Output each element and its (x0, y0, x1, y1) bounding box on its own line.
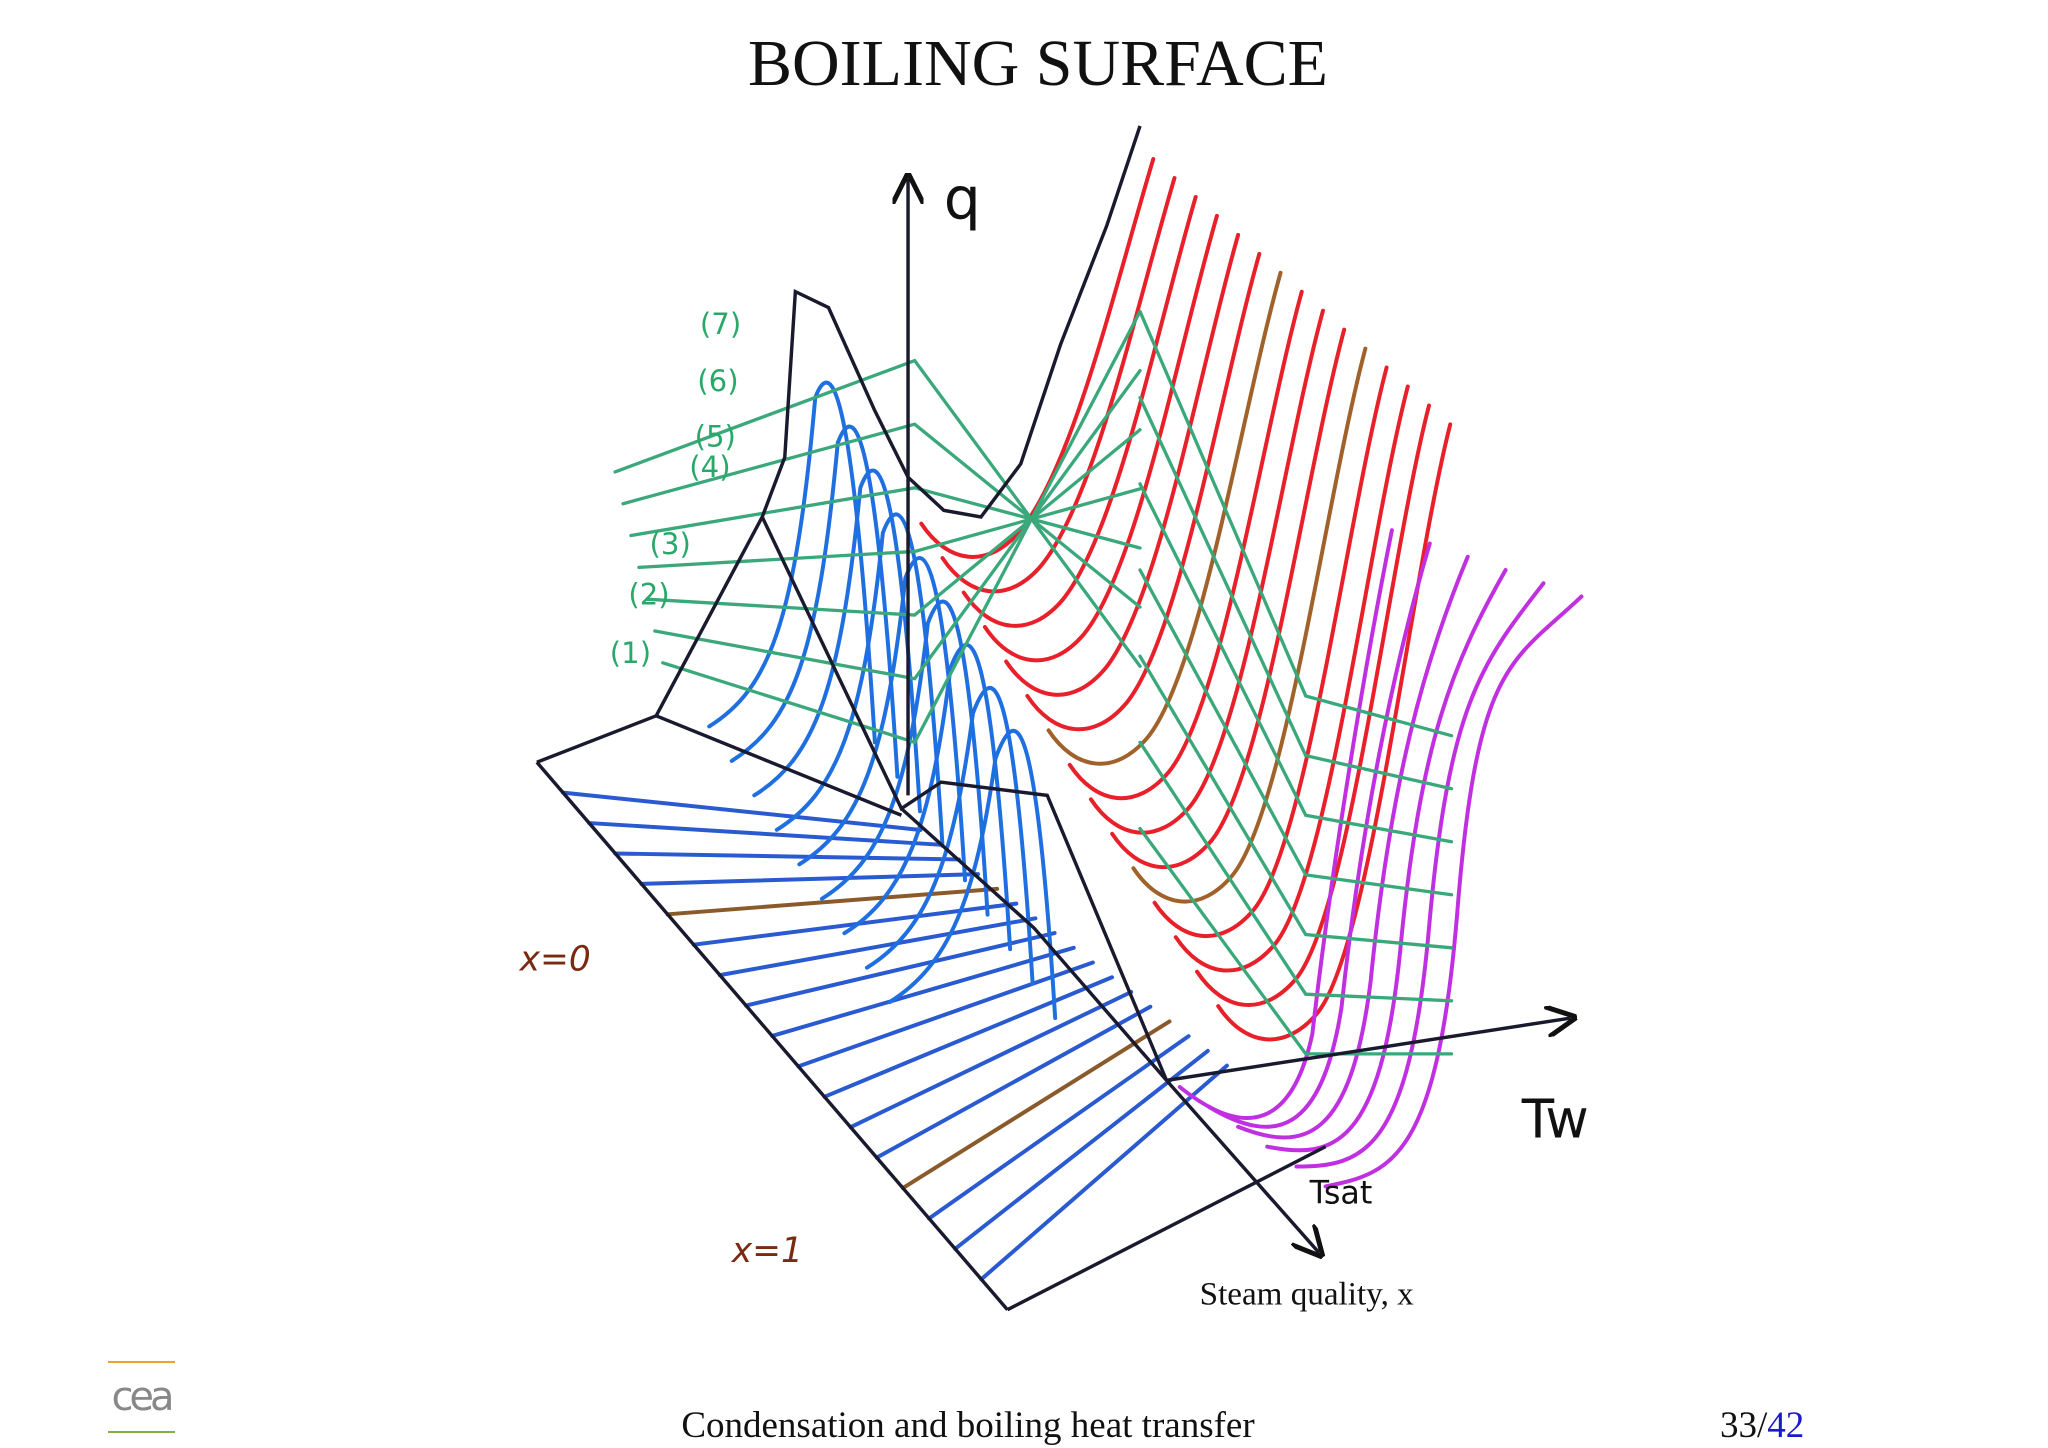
stroke (1138, 482, 1454, 844)
tsat-label: Tsat (1309, 1174, 1373, 1212)
stroke (900, 1019, 1172, 1191)
peak-outline (760, 516, 1169, 1082)
stroke (819, 599, 990, 917)
stroke (940, 176, 1177, 594)
stroke (1138, 826, 1454, 1056)
film-curves (919, 157, 1453, 1042)
stroke (864, 686, 1035, 986)
curve-label: (2) (628, 577, 669, 611)
stroke (842, 642, 1013, 952)
stroke (629, 486, 1142, 550)
stroke (645, 428, 1142, 617)
stroke (1323, 594, 1584, 1189)
stroke (1110, 327, 1347, 869)
peak-outline (900, 807, 1168, 1082)
curve-label: (4) (689, 450, 730, 484)
stroke (774, 512, 945, 848)
stroke (961, 194, 1198, 628)
stroke (1046, 270, 1283, 766)
stroke (639, 872, 980, 886)
stroke (613, 851, 961, 862)
stroke (637, 487, 1142, 570)
stroke (822, 975, 1115, 1099)
stroke (1067, 289, 1304, 800)
curve-labels: (7) (6) (5) (4) (3) (2) (1) (610, 307, 741, 670)
stroke (887, 728, 1058, 1021)
stroke (1138, 396, 1454, 791)
stroke (927, 1034, 1191, 1221)
stroke (653, 368, 1142, 681)
curve-label: (3) (650, 527, 691, 561)
page-current: 33 (1720, 1405, 1757, 1446)
logo: cea (111, 1374, 171, 1420)
stroke (1138, 568, 1454, 897)
figure-background (477, 125, 1598, 1326)
stroke (874, 1004, 1153, 1160)
tw-axis (1166, 1018, 1571, 1083)
stroke (661, 309, 1142, 745)
stroke (1265, 568, 1508, 1153)
x0-label: x=0 (519, 939, 591, 979)
stroke (1236, 554, 1470, 1140)
stroke (797, 556, 968, 883)
tsat-axis (1165, 1079, 1319, 1252)
stroke (1131, 346, 1368, 904)
vapor-curves (1177, 528, 1584, 1189)
stroke (1177, 528, 1394, 1120)
stroke (613, 358, 1142, 668)
stroke (665, 886, 1000, 917)
stroke (744, 931, 1057, 1008)
curve-label: (1) (610, 636, 651, 670)
page-number: 33/42 (1720, 1405, 1804, 1446)
stroke (1004, 232, 1241, 697)
stroke (1088, 308, 1325, 835)
base-edge (535, 761, 1009, 1311)
stroke (587, 821, 942, 847)
base-edge (1006, 1145, 1327, 1312)
stroke (796, 960, 1095, 1069)
steam-quality-label: Steam quality, x (1200, 1275, 1414, 1312)
stroke (1138, 309, 1454, 738)
stroke (561, 790, 923, 832)
tw-label: Tw (1521, 1088, 1589, 1150)
quality-lines (613, 309, 1454, 1056)
q-axis-label: q (944, 165, 981, 233)
stroke (848, 990, 1134, 1130)
stroke (1138, 740, 1454, 1003)
stroke (717, 916, 1038, 978)
curve-label: (6) (697, 364, 738, 398)
footer-text: Condensation and boiling heat transfer (681, 1405, 1254, 1446)
slide-title: BOILING SURFACE (748, 27, 1328, 100)
stroke (1173, 384, 1410, 973)
x1-label: x=1 (731, 1231, 803, 1271)
stroke (1206, 541, 1432, 1129)
stroke (1138, 654, 1454, 950)
page-separator: / (1757, 1405, 1768, 1446)
stroke (621, 422, 1142, 609)
curve-label: (5) (695, 420, 736, 454)
outlines (535, 125, 1571, 1312)
stroke (770, 945, 1076, 1038)
stroke (1294, 581, 1546, 1169)
page-total: 42 (1767, 1405, 1804, 1446)
stroke (953, 1048, 1210, 1251)
curve-label: (7) (700, 307, 741, 341)
stroke (1025, 251, 1262, 732)
boiling-surface-figure: q (7) (6) (5) (4) (3) (2) (1) x=0 x=1 Tw… (477, 125, 1598, 1326)
